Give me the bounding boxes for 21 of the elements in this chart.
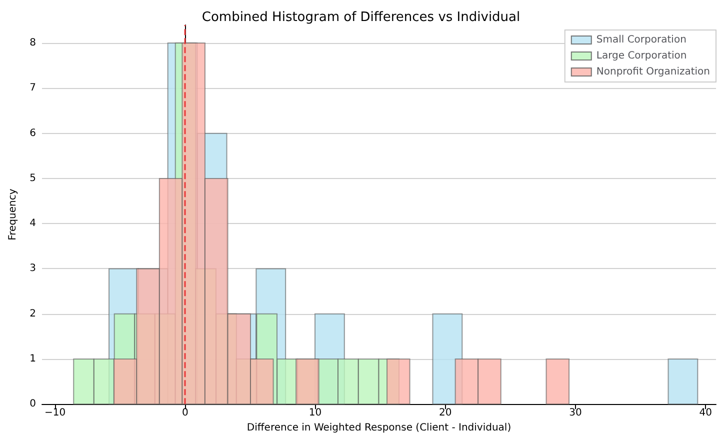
y-tick-label: 1 <box>30 353 36 364</box>
y-tick-label: 2 <box>30 308 36 320</box>
x-tick-label: 40 <box>699 408 712 419</box>
y-tick-label: 7 <box>30 82 36 94</box>
legend-label: Large Corporation <box>596 50 687 62</box>
y-tick-label: 3 <box>30 263 36 274</box>
y-tick-label: 5 <box>30 172 36 184</box>
x-tick-label: −10 <box>44 408 66 419</box>
x-tick-label: 10 <box>308 408 322 419</box>
legend-label: Small Corporation <box>596 34 686 46</box>
y-tick-label: 4 <box>30 218 36 230</box>
x-tick-label: 20 <box>438 408 452 419</box>
y-axis-title: Frequency <box>8 188 18 240</box>
x-tick-label: 30 <box>569 408 582 419</box>
x-tick-label: 0 <box>182 408 188 419</box>
y-tick-label: 8 <box>30 38 36 49</box>
y-tick-label: 6 <box>30 128 36 139</box>
legend-label: Nonprofit Organization <box>596 66 710 78</box>
x-axis-title: Difference in Weighted Response (Client - Individual) <box>246 422 512 434</box>
y-tick-label: 0 <box>30 398 36 410</box>
chart-title: Combined Histogram of Differences vs Individual <box>202 10 520 25</box>
